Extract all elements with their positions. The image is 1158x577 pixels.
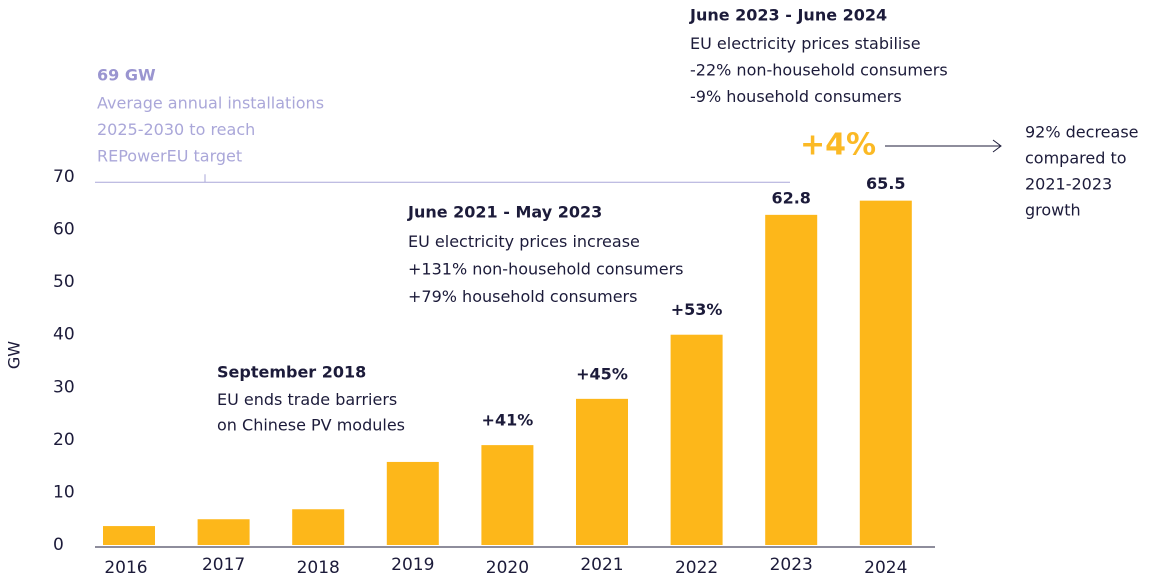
highlight-note: growth [1025,201,1081,220]
target-label: 69 GW [97,66,156,85]
annotation-text: EU electricity prices increase [408,232,640,251]
bar [765,214,818,545]
annotation-text: -9% household consumers [690,87,902,106]
bar [481,445,534,545]
y-tick-label: 70 [53,167,75,187]
highlight-note: 2021-2023 [1025,175,1112,194]
annotation-text: -22% non-household consumers [690,61,948,80]
bar [292,509,345,545]
annotation-text: +131% non-household consumers [408,260,684,279]
growth-label: +45% [576,364,628,383]
x-tick-label: 2022 [675,558,718,577]
highlight-label: +4% [800,128,876,163]
y-tick-label: 20 [53,430,75,450]
y-tick-label: 10 [53,482,75,502]
target-text: Average annual installations [97,94,324,113]
growth-label: +53% [671,300,723,319]
x-tick-label: 2017 [202,555,245,575]
annotation-text: on Chinese PV modules [217,416,405,435]
y-tick-label: 50 [53,272,75,292]
annotation-text: EU electricity prices stabilise [690,34,921,53]
annotation-text: EU ends trade barriers [217,390,397,409]
annotation-text: +79% household consumers [408,287,637,306]
x-tick-label: 2024 [864,558,907,577]
bar [103,526,155,545]
y-tick-label: 30 [53,377,75,397]
highlight-note: 92% decrease [1025,123,1139,142]
x-tick-label: 2021 [580,555,623,575]
x-tick-label: 2019 [391,555,434,575]
highlight-note: compared to [1025,149,1127,168]
annotation-title: September 2018 [217,363,366,382]
x-tick-label: 2020 [486,558,529,577]
y-tick-label: 0 [53,535,64,555]
target-text: REPowerEU target [97,147,242,166]
y-axis-title: GW [5,341,24,369]
target-text: 2025-2030 to reach [97,120,255,139]
y-tick-label: 40 [53,325,75,345]
bar [576,398,628,545]
bar [859,200,912,545]
x-tick-label: 2023 [770,555,813,575]
bar [386,461,439,545]
y-tick-label: 60 [53,220,75,240]
arrow-head [992,139,1002,153]
growth-label: +41% [482,411,534,430]
bar [670,334,723,545]
bar [197,519,250,545]
value-label: 65.5 [866,174,905,193]
annotation-title: June 2021 - May 2023 [407,203,602,222]
value-label: 62.8 [771,188,810,207]
x-tick-label: 2018 [297,558,340,577]
x-tick-label: 2016 [104,558,147,577]
annotation-title: June 2023 - June 2024 [689,6,887,25]
